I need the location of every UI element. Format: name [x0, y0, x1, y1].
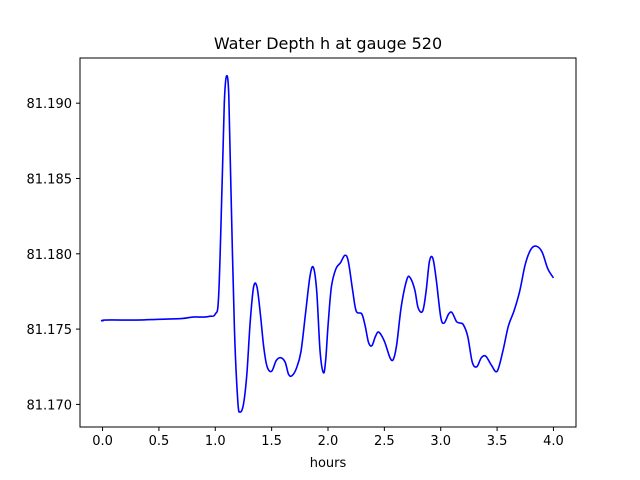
x-tick-label: 4.0 [543, 434, 564, 449]
y-tick-label: 81.190 [27, 97, 73, 112]
x-tick-label: 2.0 [318, 434, 339, 449]
y-axis: 81.170 81.175 81.180 81.185 81.190 [27, 97, 80, 413]
x-tick-label: 0.5 [149, 434, 170, 449]
series-line [100, 74, 555, 413]
y-tick-label: 81.175 [27, 323, 73, 338]
y-tick-label: 81.180 [27, 248, 73, 263]
y-tick-label: 81.185 [27, 172, 73, 187]
chart-title: Water Depth h at gauge 520 [214, 34, 442, 53]
x-tick-label: 0.0 [92, 434, 113, 449]
x-tick-label: 3.0 [430, 434, 451, 449]
x-axis-label: hours [310, 456, 347, 471]
x-tick-label: 1.0 [205, 434, 226, 449]
y-tick-label: 81.170 [27, 398, 73, 413]
x-tick-label: 3.5 [487, 434, 508, 449]
x-axis: 0.0 0.5 1.0 1.5 2.0 2.5 3.0 3.5 4.0 [92, 427, 564, 449]
plot-frame [79, 57, 577, 428]
x-tick-label: 1.5 [261, 434, 282, 449]
x-tick-label: 2.5 [374, 434, 395, 449]
